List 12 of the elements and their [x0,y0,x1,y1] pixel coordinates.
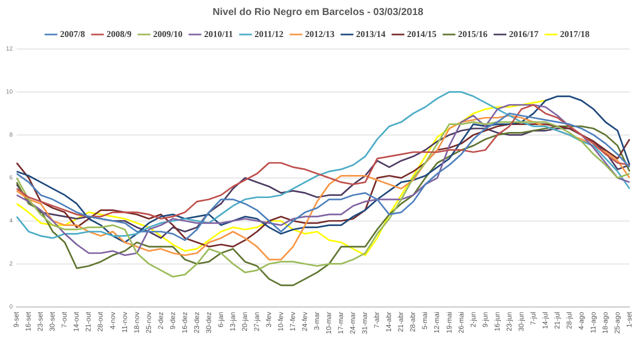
legend-label: 2015/16 [458,28,488,39]
legend-label: 2012/13 [305,28,336,39]
chart-title: Nivel do Rio Negro em Barcelos - 03/03/2018 [212,6,424,18]
legend-label: 2016/17 [509,28,540,39]
legend-label: 2008/9 [106,28,132,39]
legend-label: 2014/15 [407,28,438,39]
legend-label: 2017/18 [560,28,590,39]
legend-label: 2010/11 [204,28,234,39]
legend-label: 2009/10 [152,28,183,39]
legend-label: 2013/14 [356,28,386,39]
legend-label: 2011/12 [254,28,284,39]
legend-label: 2007/8 [60,28,86,39]
